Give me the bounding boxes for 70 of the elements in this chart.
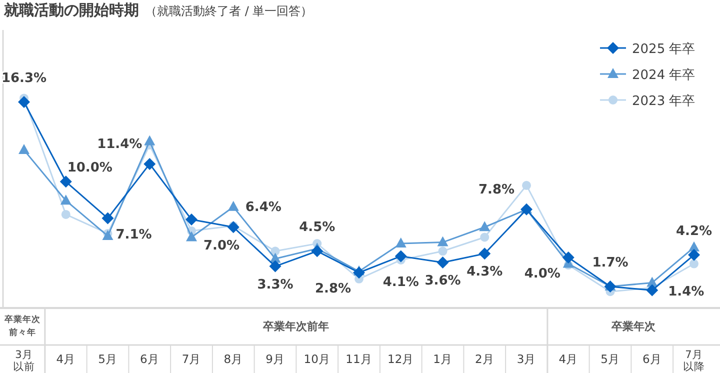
point [394, 250, 407, 262]
data-label: 2.8% [314, 282, 352, 297]
text: 卒業年次前々年 [3, 314, 42, 338]
x-tick-label: 4月 [56, 352, 76, 366]
data-label: 4.3% [466, 264, 503, 280]
point [144, 158, 156, 170]
data-label: 3.6% [424, 274, 461, 289]
point [646, 284, 658, 296]
point [522, 180, 531, 190]
point [438, 246, 448, 256]
point [61, 210, 70, 219]
x-tick-label: 1月 [433, 352, 452, 366]
chart-title: 就職活動の開始時期 [3, 1, 139, 19]
point [562, 251, 574, 264]
x-tick-label: 8月 [224, 352, 244, 366]
point [60, 194, 72, 205]
data-label: 3.3% [257, 277, 294, 292]
x-tick-label: 6月 [140, 352, 160, 366]
x-tick-label: 3月以前 [13, 349, 35, 373]
data-label: 10.0% [67, 160, 112, 176]
point [144, 135, 156, 146]
data-label: 7.8% [478, 182, 515, 198]
data-label: 4.1% [382, 275, 419, 290]
x-tick-label: 5月 [98, 352, 118, 366]
point [102, 212, 114, 224]
point [478, 248, 491, 260]
point [186, 214, 198, 226]
point [395, 238, 406, 248]
point [186, 231, 197, 242]
legend-label: 2024 年卒 [632, 68, 696, 83]
x-tick-label: 7月以降 [683, 349, 705, 373]
legend-label: 2023 年卒 [632, 94, 696, 109]
data-label: 6.4% [245, 200, 282, 216]
point [688, 248, 700, 261]
point [437, 236, 448, 246]
data-label: 11.4% [97, 136, 142, 152]
point [479, 221, 490, 232]
text: 卒業年次前年 [262, 320, 330, 333]
x-tick-label: 3月 [516, 352, 536, 366]
x-tick-label: 2月 [474, 352, 494, 366]
x-tick-label: 10月 [304, 352, 330, 366]
data-label: 16.3% [1, 71, 47, 86]
chart-subtitle: （就職活動終了者 / 単一回答） [145, 4, 313, 18]
text: 卒業年次 [610, 320, 657, 333]
data-label: 4.2% [676, 224, 712, 239]
x-tick-label: 6月 [642, 352, 662, 366]
point [311, 245, 324, 258]
point [480, 232, 490, 242]
data-label: 4.5% [299, 220, 336, 236]
x-tick-label: 9月 [266, 352, 285, 366]
point [690, 259, 698, 268]
x-tick-label: 12月 [388, 352, 414, 366]
data-label: 4.0% [524, 266, 560, 282]
data-label: 1.7% [592, 256, 628, 271]
x-tick-label: 5月 [600, 352, 620, 366]
point [436, 256, 449, 269]
x-tick-label: 11月 [346, 352, 372, 366]
point [60, 176, 72, 188]
point [227, 221, 240, 234]
point [353, 266, 365, 279]
x-tick-label: 4月 [558, 352, 578, 366]
point [228, 200, 239, 211]
data-label: 1.4% [668, 284, 704, 300]
legend-label: 2025 年卒 [632, 42, 696, 57]
x-tick-label: 7月 [182, 352, 202, 366]
data-label: 7.1% [116, 227, 152, 242]
point [18, 96, 30, 108]
data-label: 7.0% [203, 238, 240, 254]
point [269, 260, 282, 272]
point [18, 144, 30, 154]
